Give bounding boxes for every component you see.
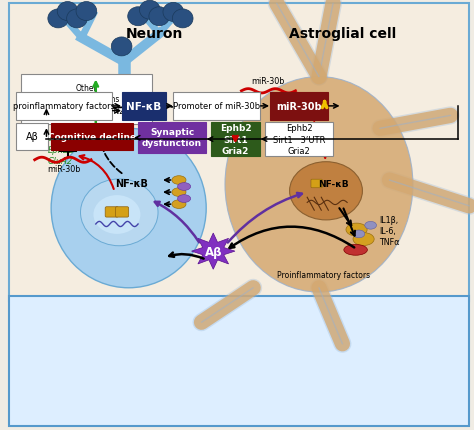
FancyBboxPatch shape — [211, 123, 260, 157]
Ellipse shape — [172, 176, 186, 185]
Text: miR-30b: miR-30b — [47, 165, 81, 174]
Ellipse shape — [225, 77, 413, 292]
Text: Ephb2
Sirt1   3’UTR
Gria2: Ephb2 Sirt1 3’UTR Gria2 — [273, 124, 325, 155]
Circle shape — [48, 10, 69, 29]
Text: Neuron: Neuron — [126, 28, 183, 41]
Circle shape — [173, 10, 193, 29]
FancyBboxPatch shape — [105, 207, 118, 218]
Text: Ephb2
Sirt1
Gria2: Ephb2 Sirt1 Gria2 — [220, 124, 251, 155]
Polygon shape — [191, 233, 235, 270]
Circle shape — [163, 3, 183, 22]
Text: miR-30b: miR-30b — [276, 101, 322, 111]
FancyBboxPatch shape — [173, 92, 260, 120]
Ellipse shape — [290, 163, 363, 220]
Ellipse shape — [365, 222, 376, 230]
Circle shape — [111, 38, 132, 57]
Ellipse shape — [344, 245, 367, 255]
Circle shape — [76, 3, 97, 22]
Ellipse shape — [353, 233, 374, 246]
Text: Aβ: Aβ — [204, 245, 222, 258]
Circle shape — [128, 8, 148, 27]
FancyBboxPatch shape — [20, 75, 152, 125]
Circle shape — [149, 8, 170, 27]
Text: Other
synaptic proteins
(PSD95, GluA1, GluN2B): Other synaptic proteins (PSD95, GluA1, G… — [40, 83, 132, 115]
Text: proinflammatory factors: proinflammatory factors — [13, 102, 115, 111]
Text: Astroglial cell: Astroglial cell — [289, 28, 396, 41]
Circle shape — [139, 1, 160, 20]
Text: ?: ? — [301, 98, 307, 111]
Ellipse shape — [81, 180, 158, 246]
FancyBboxPatch shape — [270, 92, 328, 120]
FancyBboxPatch shape — [9, 4, 469, 301]
Text: Cognitive decline: Cognitive decline — [48, 133, 137, 141]
FancyBboxPatch shape — [16, 92, 112, 120]
Text: miR-30b: miR-30b — [252, 77, 285, 86]
Circle shape — [67, 10, 87, 29]
FancyBboxPatch shape — [116, 207, 128, 218]
Text: NF-κB: NF-κB — [126, 101, 162, 111]
FancyBboxPatch shape — [122, 92, 166, 120]
FancyBboxPatch shape — [265, 123, 333, 157]
FancyBboxPatch shape — [51, 124, 133, 150]
Ellipse shape — [346, 224, 367, 236]
Ellipse shape — [172, 200, 186, 209]
FancyBboxPatch shape — [16, 124, 48, 150]
Ellipse shape — [353, 230, 365, 238]
Circle shape — [57, 3, 78, 22]
Ellipse shape — [172, 188, 186, 197]
FancyBboxPatch shape — [138, 123, 206, 154]
FancyBboxPatch shape — [311, 180, 322, 188]
Ellipse shape — [178, 183, 191, 191]
Ellipse shape — [51, 129, 206, 288]
Text: Proinflammatory factors: Proinflammatory factors — [277, 271, 370, 280]
Text: NF-κB: NF-κB — [318, 179, 348, 188]
Text: NF-κB: NF-κB — [116, 179, 148, 189]
Text: Aβ: Aβ — [26, 132, 38, 142]
Ellipse shape — [93, 196, 140, 234]
FancyBboxPatch shape — [9, 297, 469, 426]
Text: Synaptic
dysfunction: Synaptic dysfunction — [142, 128, 202, 148]
Text: Sirt1
EphB2
GluA2: Sirt1 EphB2 GluA2 — [47, 134, 74, 165]
Text: Promoter of miR-30b: Promoter of miR-30b — [173, 102, 260, 111]
Text: IL1β,
IL-6,
TNFα: IL1β, IL-6, TNFα — [379, 216, 400, 247]
Ellipse shape — [178, 195, 191, 203]
